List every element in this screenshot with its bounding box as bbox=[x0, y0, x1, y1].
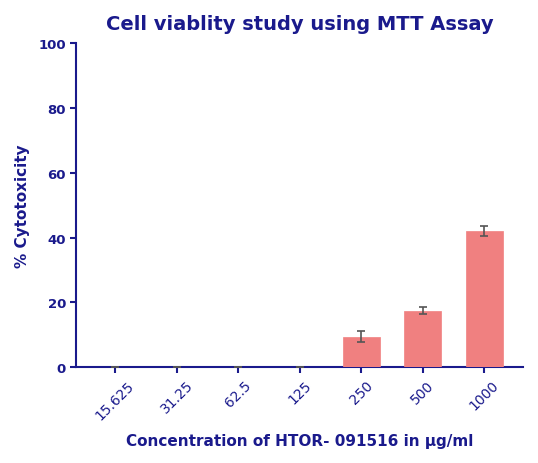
Bar bbox=[466, 232, 502, 368]
Bar bbox=[343, 337, 380, 368]
Title: Cell viablity study using MTT Assay: Cell viablity study using MTT Assay bbox=[106, 15, 493, 34]
Bar bbox=[404, 311, 441, 368]
X-axis label: Concentration of HTOR- 091516 in μg/ml: Concentration of HTOR- 091516 in μg/ml bbox=[126, 433, 473, 448]
Y-axis label: % Cytotoxicity: % Cytotoxicity bbox=[15, 144, 30, 267]
